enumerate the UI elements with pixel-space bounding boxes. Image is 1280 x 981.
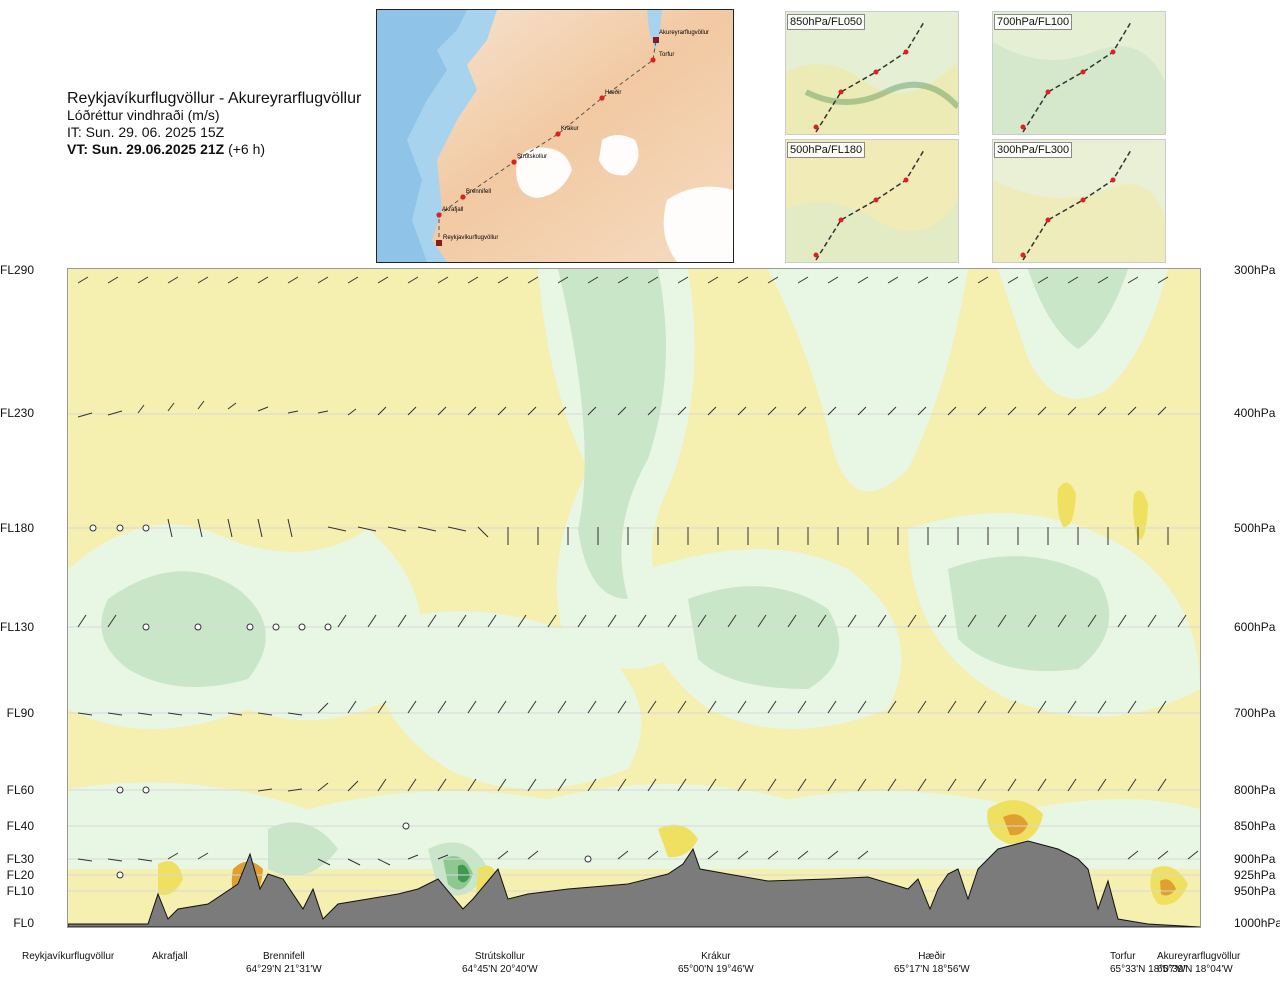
pressure-label: 600hPa [1234,620,1276,634]
map-label-haedir: Hæðir [605,89,621,96]
fl-label: FL130 [0,620,35,634]
cross-section-graphic [68,269,1200,927]
location-label: Strútskollur 64°45'N 20°40'W [462,950,538,976]
location-name: Hæðir [918,951,946,962]
location-coord: 65°00'N 19°46'W [678,964,754,975]
location-name: Akrafjall [152,951,188,962]
location-name: Brennifell [263,951,305,962]
panel-500-map [786,140,958,262]
location-label: Krákur 65°00'N 19°46'W [678,950,754,976]
fl-label: FL40 [6,819,34,833]
fl-label: FL90 [6,706,34,720]
fl-label: FL10 [6,884,34,898]
map-label-reykjavik: Reykjavíkurflugvöllur [443,235,498,241]
location-coord: 64°45'N 20°40'W [462,964,538,975]
map-label-brennifell: Brennifell [466,189,491,195]
fl-label: FL230 [0,406,35,420]
location-label: Hæðir 65°17'N 18°56'W [894,950,970,976]
panel-700hpa[interactable]: 700hPa/FL100 [992,11,1166,135]
fl-label: FL290 [0,263,35,277]
location-coord: 65°33'N 18°07'W [1110,964,1186,975]
panel-label: 300hPa/FL300 [994,142,1073,158]
fl-label: FL0 [13,916,34,930]
location-name: Krákur [701,951,731,962]
title-block: Reykjavíkurflugvöllur - Akureyrarflugvöl… [67,90,361,158]
map-label-krakur: Krákur [561,126,579,132]
fl-label: FL180 [0,521,35,535]
valid-time-row: VT: Sun. 29.06.2025 21Z (+6 h) [67,141,361,158]
cross-section-plot [67,268,1201,928]
issue-time: IT: Sun. 29. 06. 2025 15Z [67,124,225,140]
panel-label: 500hPa/FL180 [787,142,866,158]
map-label-akrafjall: Akrafjall [442,207,463,213]
location-label: Akureyrarflugvöllur 65°39'N 18°04'W [1157,950,1240,976]
panel-500hpa[interactable]: 500hPa/FL180 [785,139,959,263]
map-label-torfur: Torfur [659,52,674,58]
pressure-label: 800hPa [1234,783,1276,797]
location-label: Akrafjall [152,950,188,963]
route-title: Reykjavíkurflugvöllur - Akureyrarflugvöl… [67,90,362,107]
map-label-strutskollur: Strútskollur [517,154,547,160]
pressure-label: 850hPa [1234,819,1276,833]
parameter-label: Lóðréttur vindhraði (m/s) [67,107,220,123]
valid-time: VT: Sun. 29.06.2025 21Z [67,141,225,157]
location-name: Akureyrarflugvöllur [1157,951,1241,962]
panel-850hpa[interactable]: 850hPa/FL050 [785,11,959,135]
pressure-label: 1000hPa [1234,916,1280,930]
location-label: Brennifell 64°29'N 21°31'W [246,950,322,976]
fl-label: FL20 [6,868,34,882]
location-label: Reykjavíkurflugvöllur [22,950,114,963]
location-coord: 65°17'N 18°56'W [894,964,970,975]
location-name: Torfur [1110,951,1136,962]
location-name: Reykjavíkurflugvöllur [22,951,115,962]
pressure-label: 925hPa [1234,868,1276,882]
fl-label: FL30 [6,852,34,866]
map-label-akureyri: Akureyrarflugvöllur [659,30,709,36]
pressure-label: 300hPa [1234,263,1276,277]
panel-300-map [993,140,1165,262]
fl-label: FL60 [6,783,34,797]
panel-label: 700hPa/FL100 [994,14,1073,30]
panel-700-map [993,12,1165,134]
pressure-label: 400hPa [1234,406,1276,420]
pressure-label: 500hPa [1234,521,1276,535]
panel-300hpa[interactable]: 300hPa/FL300 [992,139,1166,263]
location-coord: 64°29'N 21°31'W [246,964,322,975]
pressure-label: 950hPa [1234,884,1276,898]
panel-850-map [786,12,958,134]
location-name: Strútskollur [474,951,525,962]
valid-offset: (+6 h) [228,141,266,157]
overview-map: Akureyrarflugvöllur Torfur Hæðir Krákur … [376,9,734,263]
pressure-label: 700hPa [1234,706,1276,720]
pressure-label: 900hPa [1234,852,1276,866]
location-label: Torfur 65°33'N 18°07'W [1110,950,1186,976]
panel-label: 850hPa/FL050 [787,14,866,30]
overview-map-graphic: Akureyrarflugvöllur Torfur Hæðir Krákur … [377,10,733,262]
location-coord: 65°39'N 18°04'W [1157,964,1233,975]
